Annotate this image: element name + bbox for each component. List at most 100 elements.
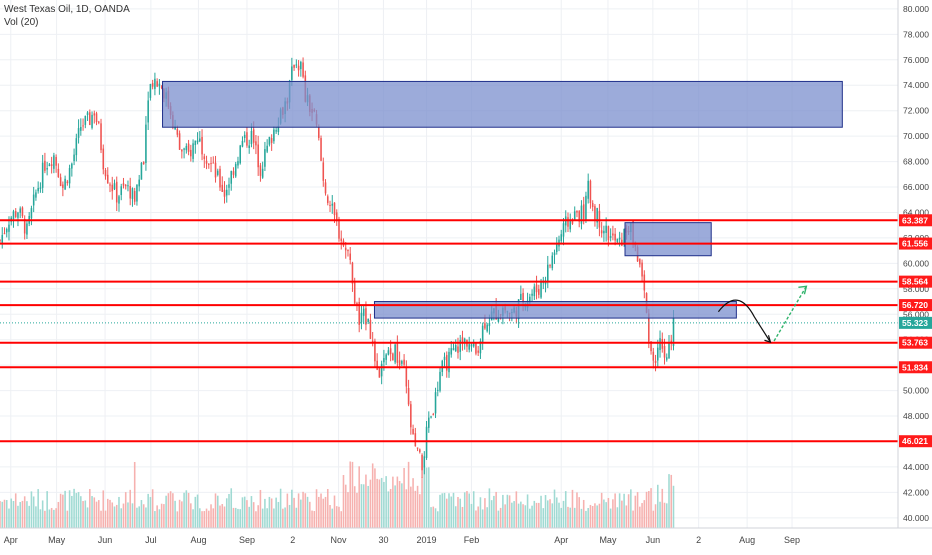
candle-body — [91, 114, 93, 128]
volume-bar — [216, 495, 219, 528]
candle-body — [396, 342, 399, 363]
volume-bar — [526, 494, 529, 528]
candle-body — [582, 204, 585, 220]
level-61.556-badge[interactable] — [899, 237, 932, 250]
volume-bar — [64, 490, 66, 528]
candle-body — [147, 100, 149, 123]
volume-bar — [562, 500, 565, 528]
level-56.720-badge[interactable] — [899, 299, 932, 312]
candle-body — [546, 264, 549, 283]
candle-body — [347, 249, 349, 252]
candle-body — [668, 343, 670, 359]
projected-dip-path[interactable] — [717, 299, 771, 343]
volume-bar — [524, 505, 527, 528]
candle-body — [118, 196, 120, 204]
candle-body — [131, 188, 134, 199]
candle-body — [385, 354, 387, 360]
level-layer[interactable] — [0, 219, 898, 443]
volume-bar — [315, 489, 318, 528]
price-tick-label: 66.000 — [903, 182, 929, 192]
candle-body — [551, 255, 554, 269]
candle-body — [261, 168, 264, 178]
volume-bar — [333, 495, 336, 528]
candle-body — [26, 223, 28, 235]
candle-body — [232, 171, 235, 175]
time-tick-label: Jun — [646, 535, 661, 545]
volume-bar — [573, 507, 576, 528]
candle-body — [419, 449, 421, 453]
candle-body — [320, 138, 322, 161]
candle-body — [376, 360, 378, 370]
candle-body — [199, 138, 201, 142]
volume-bar — [23, 496, 26, 528]
volume-bar — [558, 502, 560, 528]
volume-bar — [560, 507, 563, 528]
time-tick-label: Apr — [554, 535, 568, 545]
candle-body — [243, 134, 246, 139]
volume-bar — [277, 501, 280, 528]
volume-bar — [470, 503, 473, 528]
candle-body — [291, 66, 293, 80]
volume-bar — [136, 507, 138, 528]
candle-body — [59, 177, 62, 187]
candle-body — [614, 233, 616, 241]
candle-body — [41, 162, 44, 188]
candle-body — [5, 228, 8, 233]
volume-bar — [59, 493, 62, 528]
volume-bar — [239, 509, 242, 528]
volume-bar — [421, 477, 423, 528]
volume-bar — [0, 501, 1, 528]
candle-body — [378, 368, 381, 378]
volume-bar — [172, 493, 174, 528]
upper-resistance-zone[interactable] — [162, 80, 843, 128]
level-46.021-badge[interactable] — [899, 435, 932, 448]
volume-bar — [19, 502, 21, 528]
volume-bar — [497, 510, 500, 528]
time-axis[interactable]: Apr May Jun Jul Aug Sep 2 Nov 30 2019 Feb Apr May Jun… — [0, 527, 932, 550]
price-axis[interactable]: 40.00042.00044.00046.00048.00050.00052.0… — [897, 0, 932, 550]
mid-supply-zone[interactable] — [624, 222, 712, 257]
volume-bar — [340, 511, 343, 528]
candle-body — [50, 164, 53, 166]
volume-bar — [243, 496, 246, 528]
candle-body — [598, 210, 601, 228]
candle-body — [428, 417, 430, 428]
volume-bar — [338, 506, 340, 528]
projected-rally-arrow[interactable] — [773, 285, 808, 342]
projection-layer[interactable] — [717, 285, 808, 344]
candle-body — [562, 223, 565, 237]
volume-bar — [362, 484, 365, 528]
candle-body — [64, 178, 66, 190]
candle-body — [573, 211, 576, 221]
candle-body — [225, 189, 228, 196]
current-price-badge[interactable] — [899, 316, 932, 329]
candle-body — [497, 316, 500, 322]
candle-body — [672, 318, 675, 346]
candle-body — [115, 181, 118, 203]
volume-bar — [434, 508, 437, 528]
candle-body — [587, 180, 589, 199]
candle-body — [297, 65, 300, 71]
price-tick-label: 76.000 — [903, 55, 929, 65]
candle-body — [407, 387, 410, 405]
volume-bar — [436, 511, 439, 528]
level-58.564-badge[interactable] — [899, 275, 932, 288]
volume-bar — [670, 474, 673, 528]
level-63.387-badge[interactable] — [899, 214, 932, 227]
pivot-zone[interactable] — [373, 301, 737, 319]
zone-layer[interactable] — [162, 80, 843, 319]
volume-bar — [192, 509, 194, 528]
level-51.834-badge[interactable] — [899, 361, 932, 374]
volume-bar — [187, 492, 190, 528]
volume-bar — [71, 495, 73, 528]
level-53.763-badge[interactable] — [899, 336, 932, 349]
candle-body — [531, 293, 533, 296]
volume-bar — [140, 500, 143, 528]
volume-bar — [394, 485, 396, 528]
candle-body — [362, 308, 365, 316]
candle-body — [196, 140, 199, 143]
candle-body — [154, 78, 156, 89]
candle-body — [136, 184, 138, 202]
